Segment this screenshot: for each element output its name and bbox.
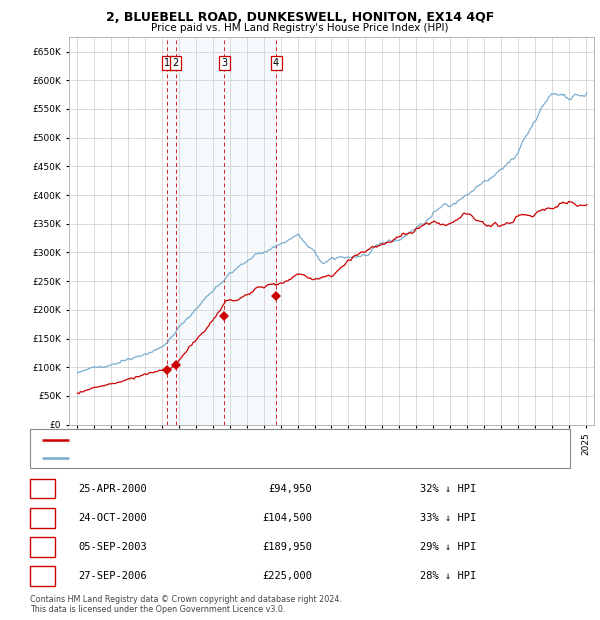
Text: 24-OCT-2000: 24-OCT-2000 [78, 513, 147, 523]
Text: 3: 3 [221, 58, 227, 68]
Text: 27-SEP-2006: 27-SEP-2006 [78, 571, 147, 581]
Text: 4: 4 [39, 571, 46, 581]
Text: Contains HM Land Registry data © Crown copyright and database right 2024.: Contains HM Land Registry data © Crown c… [30, 595, 342, 604]
Text: 32% ↓ HPI: 32% ↓ HPI [420, 484, 476, 494]
Text: £104,500: £104,500 [262, 513, 312, 523]
Text: £225,000: £225,000 [262, 571, 312, 581]
Text: 2: 2 [173, 58, 179, 68]
Text: Price paid vs. HM Land Registry's House Price Index (HPI): Price paid vs. HM Land Registry's House … [151, 23, 449, 33]
Text: 1: 1 [39, 484, 46, 494]
Text: 05-SEP-2003: 05-SEP-2003 [78, 542, 147, 552]
Text: 1: 1 [164, 58, 170, 68]
Text: This data is licensed under the Open Government Licence v3.0.: This data is licensed under the Open Gov… [30, 604, 286, 614]
Text: 29% ↓ HPI: 29% ↓ HPI [420, 542, 476, 552]
Text: 2, BLUEBELL ROAD, DUNKESWELL,  HONITON, EX14 4QF (detached house): 2, BLUEBELL ROAD, DUNKESWELL, HONITON, E… [75, 435, 410, 444]
Text: £189,950: £189,950 [262, 542, 312, 552]
Text: £94,950: £94,950 [268, 484, 312, 494]
Bar [167, 37, 276, 425]
Text: 2, BLUEBELL ROAD, DUNKESWELL, HONITON, EX14 4QF: 2, BLUEBELL ROAD, DUNKESWELL, HONITON, E… [106, 11, 494, 24]
Text: 2: 2 [39, 513, 46, 523]
Text: 28% ↓ HPI: 28% ↓ HPI [420, 571, 476, 581]
Text: 4: 4 [273, 58, 279, 68]
Text: 33% ↓ HPI: 33% ↓ HPI [420, 513, 476, 523]
Text: 25-APR-2000: 25-APR-2000 [78, 484, 147, 494]
Text: 3: 3 [39, 542, 46, 552]
Text: HPI: Average price, detached house, East Devon: HPI: Average price, detached house, East… [75, 453, 294, 462]
